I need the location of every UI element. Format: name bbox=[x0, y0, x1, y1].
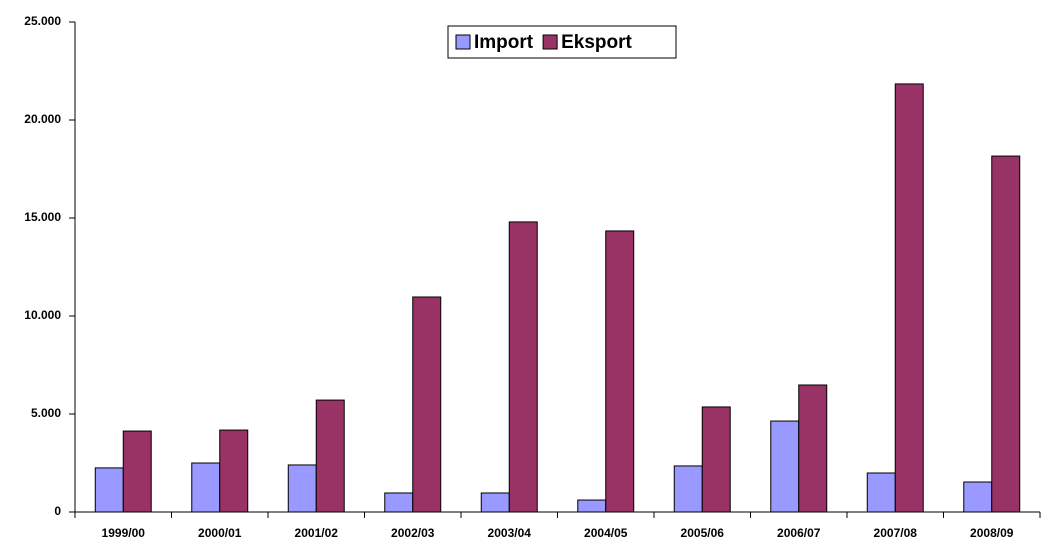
bar bbox=[287, 464, 317, 513]
y-tick-label: 0 bbox=[54, 504, 61, 518]
y-tick-label: 25.000 bbox=[24, 14, 61, 28]
bar bbox=[191, 462, 221, 513]
legend-swatch bbox=[455, 34, 471, 50]
bar bbox=[798, 384, 828, 513]
bar bbox=[963, 481, 993, 513]
x-tick-label: 2006/07 bbox=[777, 526, 821, 540]
y-tick-label: 20.000 bbox=[24, 112, 61, 126]
y-tick-label: 10.000 bbox=[24, 308, 61, 322]
bar bbox=[122, 430, 152, 513]
legend-label: Eksport bbox=[561, 32, 632, 53]
bar bbox=[673, 465, 703, 513]
bar bbox=[701, 406, 731, 513]
x-tick-label: 2004/05 bbox=[584, 526, 628, 540]
bar bbox=[991, 155, 1021, 513]
x-tick-label: 2001/02 bbox=[295, 526, 339, 540]
y-tick-label: 15.000 bbox=[24, 210, 61, 224]
legend-label: Import bbox=[474, 32, 534, 53]
y-tick-label: 5.000 bbox=[31, 406, 61, 420]
bar bbox=[508, 221, 538, 513]
bar bbox=[577, 499, 607, 513]
bar bbox=[605, 230, 635, 513]
bar bbox=[315, 399, 345, 513]
x-tick-label: 2002/03 bbox=[391, 526, 435, 540]
x-tick-label: 2007/08 bbox=[874, 526, 918, 540]
legend-box bbox=[447, 25, 677, 59]
bar bbox=[384, 492, 414, 513]
bar bbox=[480, 492, 510, 513]
bar bbox=[94, 467, 124, 513]
bar bbox=[894, 83, 924, 513]
legend-swatch bbox=[542, 34, 558, 50]
x-tick-label: 2005/06 bbox=[681, 526, 725, 540]
bar bbox=[219, 429, 249, 513]
x-tick-label: 1999/00 bbox=[102, 526, 146, 540]
x-tick-label: 2003/04 bbox=[488, 526, 532, 540]
bar bbox=[866, 472, 896, 513]
x-tick-label: 2000/01 bbox=[198, 526, 242, 540]
x-tick-label: 2008/09 bbox=[970, 526, 1014, 540]
bar bbox=[770, 420, 800, 513]
bar bbox=[412, 296, 442, 513]
